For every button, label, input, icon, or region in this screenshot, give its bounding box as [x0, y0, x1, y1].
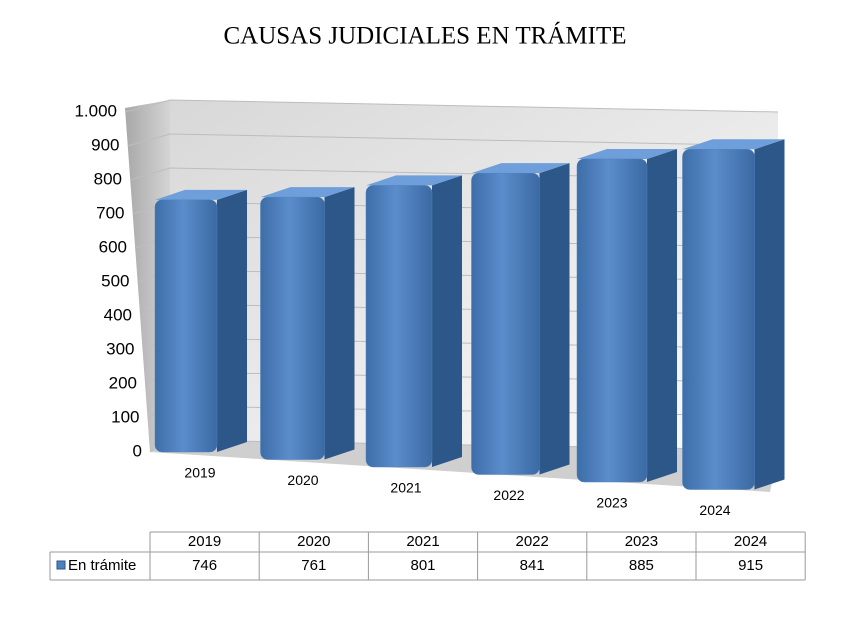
bar-top: [155, 189, 247, 200]
y-tick-label: 400: [104, 305, 132, 324]
table-value: 746: [192, 557, 217, 574]
legend-key: [56, 560, 66, 570]
y-tick-label: 700: [96, 203, 124, 222]
chart-title: CAUSAS JUDICIALES EN TRÁMITE: [223, 22, 626, 50]
y-tick-label: 300: [106, 339, 134, 358]
x-tick-label: 2021: [390, 480, 421, 496]
y-tick-label: 200: [109, 373, 137, 392]
table-value: 915: [738, 557, 763, 574]
table-value: 761: [301, 557, 326, 574]
table-header: 2022: [516, 533, 549, 550]
bar-side: [754, 139, 785, 490]
grid-line: [127, 133, 779, 147]
y-tick-label: 100: [111, 407, 139, 426]
bar-top: [471, 163, 570, 174]
grid-line: [129, 167, 779, 181]
bar-side: [539, 163, 570, 475]
table-header: 2021: [406, 533, 439, 550]
table-header: 2020: [297, 533, 330, 550]
bar-top: [577, 148, 677, 159]
bar-side: [432, 175, 462, 467]
bar: [576, 158, 648, 483]
x-tick-label: 2023: [596, 495, 627, 511]
bar: [260, 196, 325, 460]
bar: [471, 172, 540, 475]
bar: [682, 149, 755, 490]
x-tick-label: 2022: [493, 487, 524, 503]
bar: [365, 185, 433, 468]
bar-top: [260, 187, 355, 198]
bar-side: [324, 187, 355, 460]
table-header: 2023: [625, 533, 658, 550]
table-value: 801: [410, 557, 435, 574]
x-tick-label: 2024: [699, 502, 730, 518]
table-value: 885: [629, 557, 654, 574]
bar-side: [647, 148, 677, 482]
legend-label: En trámite: [68, 557, 136, 574]
table-header: 2024: [734, 533, 767, 550]
x-tick-label: 2019: [184, 465, 215, 481]
x-tick-label: 2020: [287, 472, 318, 488]
y-tick-label: 0: [133, 441, 142, 460]
y-tick-label: 800: [94, 169, 122, 188]
bar-top: [682, 139, 785, 150]
grid-line: [124, 99, 779, 113]
y-tick-label: 500: [101, 271, 129, 290]
bar: [154, 199, 218, 453]
y-tick-label: 900: [91, 135, 119, 154]
y-tick-label: 600: [99, 237, 127, 256]
table-header: 2019: [188, 533, 221, 550]
bar-top: [366, 175, 462, 186]
y-tick-label: 1.000: [74, 101, 117, 120]
table-value: 841: [520, 557, 545, 574]
bar-side: [217, 189, 247, 453]
